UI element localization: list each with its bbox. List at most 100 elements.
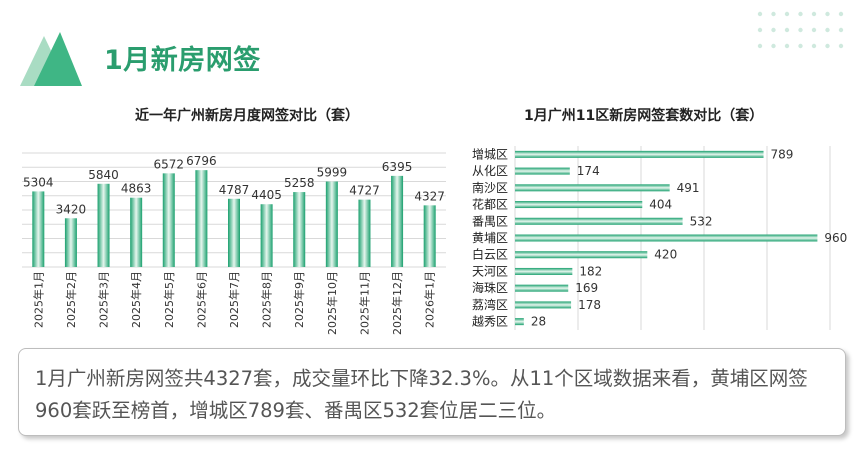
- bar: [228, 198, 240, 267]
- tick-label: 2025年8月: [260, 271, 274, 328]
- bar: [162, 173, 175, 267]
- data-label: 4727: [349, 184, 380, 198]
- bar: [32, 191, 45, 267]
- dot: [811, 43, 817, 49]
- summary-text-box: 1月广州新房网签共4327套，成交量环比下降32.3%。从11个区域数据来看，黄…: [18, 348, 846, 436]
- data-label: 532: [690, 214, 713, 228]
- dot: [757, 27, 763, 33]
- dot: [838, 43, 844, 49]
- left-chart-title: 近一年广州新房月度网签对比（套）: [135, 108, 359, 124]
- dot: [825, 27, 830, 33]
- data-label: 4863: [121, 182, 152, 196]
- dot: [771, 27, 776, 33]
- page-title: 1月新房网签: [104, 45, 261, 76]
- tick-label: 白云区: [472, 247, 508, 262]
- data-label: 28: [531, 315, 546, 329]
- bar: [423, 205, 436, 267]
- tick-label: 2025年9月: [292, 271, 306, 328]
- bar: [391, 175, 404, 267]
- bar: [515, 217, 683, 225]
- bar: [130, 197, 143, 267]
- bar: [97, 183, 110, 267]
- data-label: 5999: [317, 166, 348, 180]
- data-label: 420: [654, 248, 677, 262]
- data-label: 182: [579, 264, 602, 278]
- tick-label: 2025年10月: [325, 271, 339, 335]
- tick-label: 2025年1月: [31, 271, 45, 328]
- tick-label: 2025年7月: [227, 271, 241, 328]
- data-label: 178: [578, 298, 601, 312]
- dot: [811, 27, 817, 33]
- data-label: 4787: [219, 183, 250, 197]
- dot: [757, 43, 763, 49]
- tick-label: 2025年3月: [97, 271, 111, 328]
- mountain-logo-icon: [20, 32, 82, 86]
- tick-label: 花都区: [472, 197, 508, 212]
- bar: [515, 167, 570, 175]
- dot: [825, 11, 830, 17]
- data-label: 6796: [186, 154, 217, 168]
- data-label: 789: [771, 147, 794, 161]
- data-label: 6395: [382, 160, 413, 174]
- data-label: 4327: [414, 189, 445, 203]
- bar: [515, 251, 648, 259]
- tick-label: 黄埔区: [472, 231, 508, 245]
- bar: [515, 301, 572, 309]
- tick-label: 2025年6月: [194, 271, 208, 328]
- bar: [515, 150, 764, 158]
- bar: [515, 284, 569, 292]
- bar: [325, 181, 338, 267]
- data-label: 174: [577, 164, 600, 178]
- bar: [64, 218, 77, 267]
- decorative-dots: [757, 11, 844, 49]
- bar: [515, 267, 573, 275]
- data-label: 5258: [284, 176, 315, 190]
- tick-label: 南沙区: [472, 180, 508, 195]
- data-label: 6572: [153, 157, 184, 171]
- bar: [515, 201, 643, 209]
- dot: [838, 11, 844, 17]
- monthly-signing-bar-chart: 5304 2025年1月 3420 2025年2月 5840 2025年3月 4863 202…: [22, 152, 446, 335]
- data-label: 169: [575, 281, 598, 295]
- tick-label: 2025年2月: [64, 271, 78, 328]
- dot: [784, 11, 790, 17]
- bar: [515, 234, 818, 242]
- bar: [195, 170, 208, 267]
- dot: [784, 43, 790, 49]
- data-label: 4405: [251, 188, 282, 202]
- data-label: 960: [824, 231, 847, 245]
- dot: [757, 11, 763, 17]
- tick-label: 荔湾区: [472, 297, 508, 312]
- right-chart-title: 1月广州11区新房网签套数对比（套）: [524, 108, 764, 124]
- data-label: 5840: [88, 168, 119, 182]
- dot: [771, 11, 776, 17]
- data-label: 404: [649, 198, 672, 212]
- bar: [515, 184, 670, 192]
- dot: [798, 43, 803, 49]
- dot: [838, 27, 844, 33]
- tick-label: 从化区: [472, 164, 508, 178]
- data-label: 3420: [56, 202, 87, 216]
- dot: [798, 27, 803, 33]
- data-label: 5304: [23, 175, 54, 189]
- dot: [798, 11, 803, 17]
- tick-label: 增城区: [472, 147, 508, 161]
- data-label: 491: [677, 181, 700, 195]
- bar: [293, 192, 306, 267]
- tick-label: 2025年5月: [162, 271, 176, 328]
- bar: [260, 204, 273, 267]
- tick-label: 番禺区: [472, 214, 508, 228]
- dot: [811, 11, 817, 17]
- tick-label: 2025年4月: [129, 271, 143, 328]
- district-signing-bar-chart: 789 增城区 174 从化区 491 南沙区 404 花都区 532 番禺区 960 黄埔区 420 白…: [472, 146, 847, 330]
- tick-label: 越秀区: [472, 315, 508, 329]
- tick-label: 海珠区: [472, 280, 508, 295]
- tick-label: 2025年11月: [357, 271, 371, 335]
- dot: [784, 27, 790, 33]
- bar: [358, 199, 371, 267]
- tick-label: 2026年1月: [423, 271, 437, 328]
- dot: [825, 43, 830, 49]
- dot: [771, 43, 776, 49]
- bar: [515, 318, 524, 326]
- tick-label: 2025年12月: [390, 271, 404, 335]
